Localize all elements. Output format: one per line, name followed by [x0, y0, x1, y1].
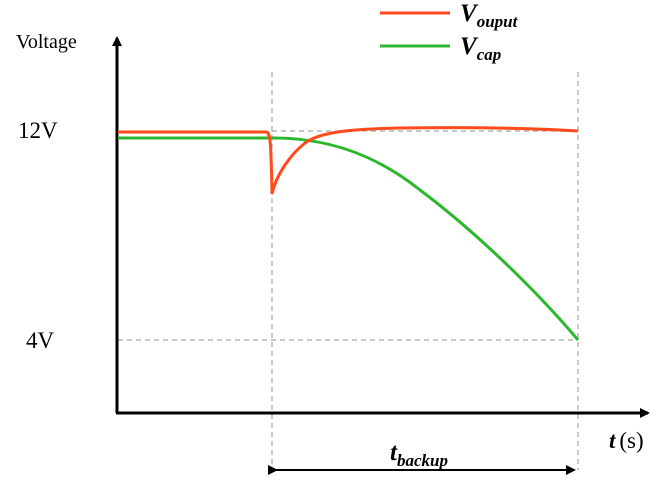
level-4v-label: 4V — [26, 328, 55, 353]
legend: Vouput Vcap — [380, 0, 519, 64]
level-12v-label: 12V — [18, 118, 58, 143]
y-axis-label: Voltage — [16, 31, 77, 53]
legend-cap-label: Vcap — [460, 33, 501, 64]
t-backup-label: tbackup — [390, 439, 448, 470]
v-cap-curve — [118, 136, 580, 341]
v-output-curve — [118, 126, 579, 195]
legend-output-label: Vouput — [460, 0, 519, 31]
x-axis-label: t (s) — [609, 428, 644, 453]
